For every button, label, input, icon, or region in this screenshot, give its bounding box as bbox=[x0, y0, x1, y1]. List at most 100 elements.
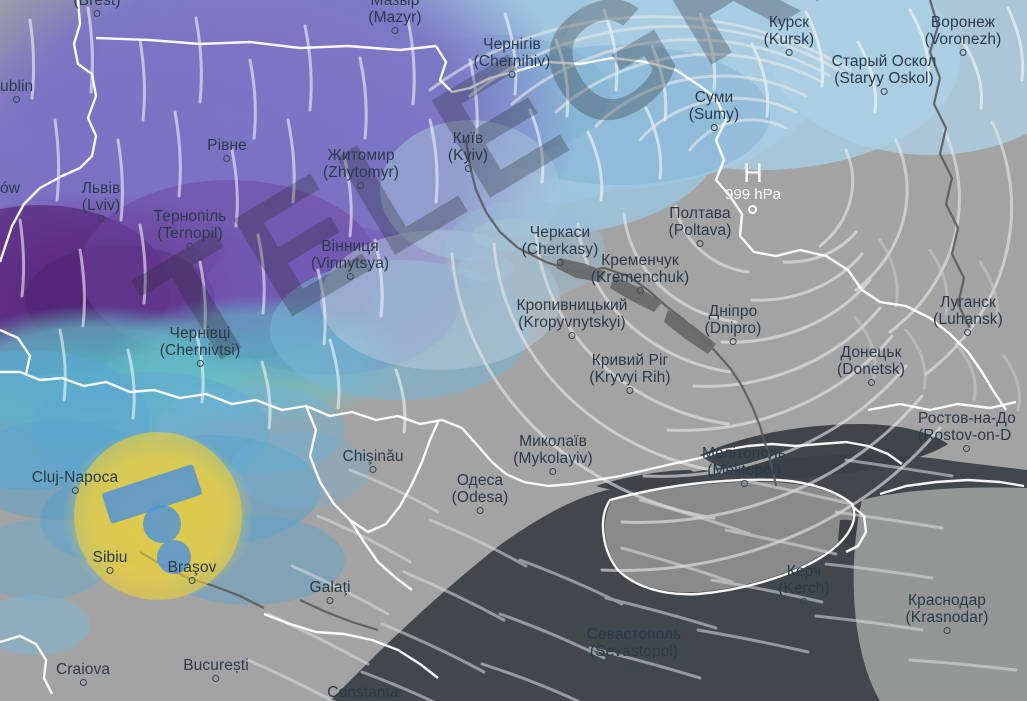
city-name-native: București bbox=[183, 657, 249, 674]
city-name-native: Суми bbox=[694, 89, 734, 106]
city-name-latin: (Kremenchuk) bbox=[590, 269, 690, 286]
city-label-voronezh[interactable]: Воронеж (Voronezh) bbox=[925, 14, 1002, 56]
city-name-native: Луганск bbox=[940, 294, 996, 311]
city-name-latin: (Mykolayiv) bbox=[513, 450, 593, 467]
city-name-native: Constanta bbox=[327, 684, 399, 701]
city-name-native: Braşov bbox=[167, 559, 217, 576]
city-marker-dot bbox=[464, 165, 472, 172]
city-label-mazyr[interactable]: Мазыр (Mazyr) bbox=[368, 0, 422, 34]
city-marker-dot bbox=[785, 49, 793, 56]
city-label-luhansk[interactable]: Луганск (Luhansk) bbox=[933, 294, 1003, 336]
city-label-rostov[interactable]: Ростов-на-До (Rostov-on-D bbox=[918, 410, 1016, 452]
city-name-native: (Brest) bbox=[73, 0, 121, 9]
city-label-kremenchuk[interactable]: Кременчук (Kremenchuk) bbox=[591, 252, 690, 294]
city-label-cherkasy[interactable]: Черкаси (Cherkasy) bbox=[522, 224, 599, 266]
city-label-kyiv[interactable]: Київ (Kyiv) bbox=[448, 130, 488, 172]
city-label-donetsk[interactable]: Донецьк (Donetsk) bbox=[837, 344, 905, 386]
city-label-rzeszow[interactable]: ów bbox=[0, 180, 20, 197]
city-label-poltava[interactable]: Полтава (Poltava) bbox=[669, 205, 732, 247]
city-label-clujnapoca[interactable]: Cluj-Napoca bbox=[32, 469, 118, 494]
city-label-rivne[interactable]: Рівне bbox=[207, 137, 247, 162]
city-marker-dot bbox=[13, 96, 21, 103]
city-label-constanta[interactable]: Constanta bbox=[327, 684, 399, 701]
city-marker-dot bbox=[630, 661, 638, 668]
city-marker-dot bbox=[326, 597, 334, 604]
city-label-zhytomyr[interactable]: Житомир (Zhytomyr) bbox=[323, 147, 399, 189]
city-marker-dot bbox=[391, 27, 399, 34]
city-label-kursk[interactable]: Курск (Kursk) bbox=[764, 14, 815, 56]
city-marker-dot bbox=[959, 49, 967, 56]
city-marker-dot bbox=[357, 182, 365, 189]
city-label-sevastopol[interactable]: Севастополь (Sevastopol) bbox=[587, 626, 682, 668]
city-name-native: Ростов-на-До bbox=[918, 410, 1016, 427]
low-pressure-marker[interactable]: H 999 hPa bbox=[725, 160, 781, 214]
city-name-latin: (Lviv) bbox=[81, 197, 121, 214]
city-marker-dot bbox=[556, 259, 564, 266]
city-label-mykolayiv[interactable]: Миколаїв (Mykolayiv) bbox=[513, 433, 593, 475]
city-label-ternopil[interactable]: Тернопіль (Ternopil) bbox=[154, 208, 227, 250]
city-label-lublin[interactable]: ublin bbox=[0, 78, 33, 103]
city-label-craiova[interactable]: Craiova bbox=[56, 661, 110, 686]
city-name-native: Миколаїв bbox=[519, 433, 587, 450]
city-label-galati[interactable]: Galaţi bbox=[309, 579, 350, 604]
city-name-native: Житомир bbox=[327, 147, 395, 164]
city-name-latin: (Sumy) bbox=[688, 106, 740, 123]
city-marker-dot bbox=[79, 679, 87, 686]
city-label-brasov[interactable]: Braşov bbox=[168, 559, 217, 584]
city-label-chernihiv[interactable]: Чернігів (Chernihiv) bbox=[474, 36, 551, 78]
city-label-sumy[interactable]: Суми (Sumy) bbox=[689, 89, 740, 131]
city-label-chernivtsi[interactable]: Чернівці (Chernivtsi) bbox=[160, 325, 240, 367]
city-marker-dot bbox=[710, 124, 718, 131]
city-name-latin: (Kropyvnytskyi) bbox=[518, 314, 626, 331]
telegram-badge[interactable] bbox=[74, 432, 242, 600]
city-name-native: Черкаси bbox=[529, 224, 591, 241]
city-name-native: Кривий Ріг bbox=[591, 352, 669, 369]
city-name-native: Chişinău bbox=[342, 448, 404, 465]
city-label-staryyoskol[interactable]: Старый Оскол (Staryy Oskol) bbox=[832, 53, 937, 95]
city-label-chisinau[interactable]: Chişinău bbox=[342, 448, 403, 473]
city-marker-dot bbox=[188, 577, 196, 584]
pressure-symbol: H bbox=[743, 158, 763, 188]
city-marker-dot bbox=[223, 155, 231, 162]
city-label-lviv[interactable]: Львів (Lviv) bbox=[82, 180, 121, 222]
city-name-latin: (Odesa) bbox=[451, 489, 509, 506]
city-label-sibiu[interactable]: Sibiu bbox=[93, 549, 128, 574]
city-label-vinnytsya[interactable]: Вінниця (Vinnytsya) bbox=[311, 238, 389, 280]
city-label-brest[interactable]: (Brest) bbox=[73, 0, 121, 17]
city-name-native: Одеса bbox=[456, 472, 504, 489]
city-marker-dot bbox=[212, 675, 220, 682]
city-label-odesa[interactable]: Одеса (Odesa) bbox=[452, 472, 509, 514]
city-name-latin: (Kyiv) bbox=[447, 147, 489, 164]
city-name-latin: (Dnipro) bbox=[704, 320, 762, 337]
city-marker-dot bbox=[508, 71, 516, 78]
city-marker-dot bbox=[943, 627, 951, 634]
city-name-native: Cluj-Napoca bbox=[31, 469, 119, 486]
city-name-native: Старый Оскол bbox=[831, 53, 937, 70]
city-name-native: Вінниця bbox=[321, 238, 379, 255]
city-marker-dot bbox=[867, 379, 875, 386]
city-name-native: Кременчук bbox=[601, 252, 679, 269]
pressure-center-dot bbox=[748, 205, 758, 214]
city-name-latin: (Sevastopol) bbox=[589, 643, 679, 660]
city-marker-dot bbox=[568, 332, 576, 339]
city-label-kropyvnytskyi[interactable]: Кропивницький (Kropyvnytskyi) bbox=[516, 297, 627, 339]
city-name-native: Курск bbox=[768, 14, 810, 31]
city-label-kerch[interactable]: Керч (Kerch) bbox=[778, 563, 830, 605]
city-marker-dot bbox=[196, 360, 204, 367]
city-label-kryvyirih[interactable]: Кривий Ріг (Kryvyi Rih) bbox=[589, 352, 671, 394]
city-name-latin: (Cherkasy) bbox=[521, 241, 599, 258]
city-marker-dot bbox=[964, 329, 972, 336]
city-name-native: Полтава bbox=[669, 205, 731, 222]
city-name-native: ów bbox=[0, 180, 21, 197]
city-name-native: Київ bbox=[452, 130, 484, 147]
city-label-dnipro[interactable]: Дніпро (Dnipro) bbox=[705, 303, 762, 345]
city-name-native: Тернопіль bbox=[153, 208, 227, 225]
city-label-krasnodar[interactable]: Краснодар (Krasnodar) bbox=[906, 592, 989, 634]
telegram-plane-icon bbox=[102, 464, 202, 574]
city-label-bucuresti[interactable]: București bbox=[183, 657, 249, 682]
city-name-native: Galaţi bbox=[309, 579, 351, 596]
city-name-latin: (Kerch) bbox=[778, 580, 830, 597]
city-name-native: Краснодар bbox=[907, 592, 987, 609]
city-label-melitopol[interactable]: Мелітополь (Melitopol) bbox=[702, 445, 786, 487]
